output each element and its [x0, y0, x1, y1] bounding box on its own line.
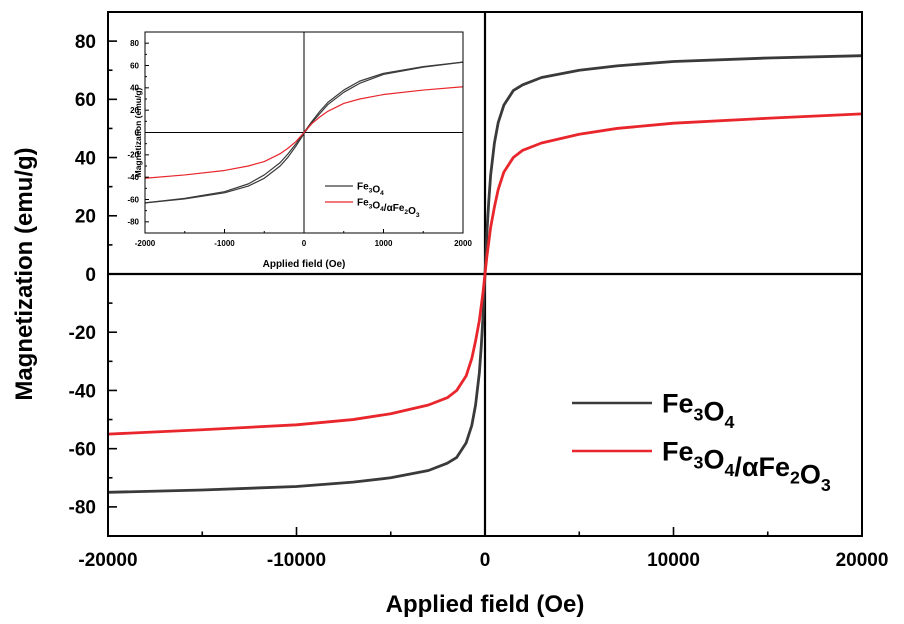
- y-tick-label: 40: [130, 84, 139, 93]
- x-tick-label: -1000: [214, 239, 235, 248]
- series-line-fe3o4-return-branch: [144, 61, 464, 204]
- x-tick-label: -20000: [78, 550, 137, 571]
- x-tick-label: 0: [480, 550, 491, 571]
- y-tick-label: 60: [130, 61, 139, 70]
- inset-plot: -2000 -1000 0 1000 2000 -80 -60 -40 -20 0 20 40 60 80…: [127, 31, 472, 270]
- y-tick-label: -80: [69, 498, 96, 519]
- inset-series: [144, 61, 464, 204]
- legend-label-fe3o4: Fe3O4: [662, 389, 734, 432]
- y-tick-label: 0: [135, 128, 140, 137]
- inset-x-axis-title: Applied field (Oe): [263, 259, 346, 270]
- main-series: [107, 54, 863, 494]
- y-tick-label: 20: [130, 106, 139, 115]
- y-tick-label: -20: [69, 323, 96, 344]
- y-tick-label: -60: [69, 440, 96, 461]
- y-tick-label: -40: [127, 173, 139, 182]
- legend-label-fe3o4-afe2o3: Fe3O4/αFe2O3: [662, 437, 831, 495]
- legend-label-fe3o4: Fe3O4: [357, 182, 384, 198]
- series-line-fe3o4-afe2o3: [144, 86, 464, 179]
- main-y-axis-title: Magnetization (emu/g): [11, 147, 38, 400]
- y-tick-label: -20: [127, 151, 139, 160]
- main-plot: -20000 -10000 0 10000 20000-80-60-40-2002040…: [11, 11, 889, 618]
- y-tick-label: -40: [69, 381, 96, 402]
- x-tick-label: 0: [302, 239, 307, 248]
- inset-y-axis-title: Magnetization (emu/g): [133, 87, 143, 177]
- main-x-axis-title: Applied field (Oe): [386, 591, 585, 618]
- y-tick-label: 0: [85, 265, 96, 286]
- y-tick-label: -80: [127, 218, 139, 227]
- x-tick-label: -2000: [135, 239, 156, 248]
- x-tick-label: 10000: [647, 550, 700, 571]
- y-tick-label: -60: [127, 195, 139, 204]
- x-tick-label: 1000: [375, 239, 393, 248]
- y-tick-label: 40: [75, 148, 96, 169]
- series-line-fe3o4-afe2o3: [107, 112, 863, 436]
- main-legend: Fe3O4 Fe3O4/αFe2O3: [572, 389, 831, 495]
- y-tick-label: 20: [75, 207, 96, 228]
- main-ticks: -20000 -10000 0 10000 20000-80-60-40-2002040…: [69, 32, 889, 571]
- x-tick-label: 20000: [836, 550, 889, 571]
- x-tick-label: 2000: [454, 239, 472, 248]
- inset-ticks: -2000 -1000 0 1000 2000 -80 -60 -40 -20 0 20 40 60 80: [127, 39, 472, 248]
- y-tick-label: 80: [75, 32, 96, 53]
- y-tick-label: 60: [75, 90, 96, 111]
- x-tick-label: -10000: [267, 550, 326, 571]
- y-tick-label: 80: [130, 39, 139, 48]
- legend-label-fe3o4-afe2o3: Fe3O4/αFe2O3: [357, 198, 420, 219]
